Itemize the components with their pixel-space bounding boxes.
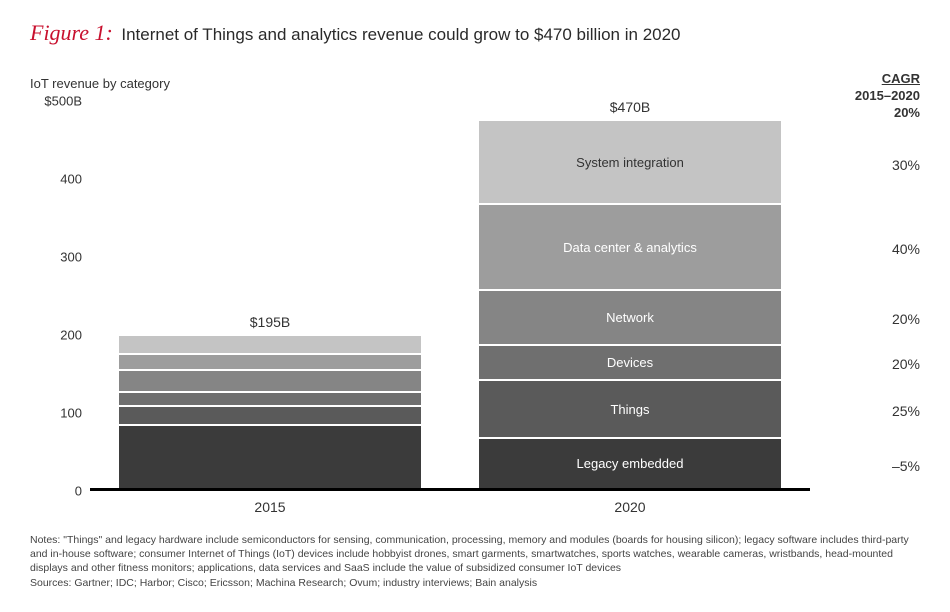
cagr-header: CAGR 2015–2020 20% [855, 71, 920, 122]
bar-segment [119, 424, 421, 488]
y-tick: 100 [60, 406, 82, 421]
bar-segment: Legacy embedded [479, 437, 781, 488]
y-tick: 400 [60, 172, 82, 187]
y-axis: 0100200300400$500B [30, 101, 90, 491]
bar-segment [119, 405, 421, 425]
bar-segment [119, 336, 421, 353]
cagr-value: 25% [892, 403, 920, 419]
cagr-header-total: 20% [855, 105, 920, 122]
x-axis-labels: 2015 2020 [90, 499, 810, 515]
plot-area: $195B $470B Legacy embeddedThingsDevicesNe… [90, 101, 810, 491]
bar-column: $470B Legacy embeddedThingsDevicesNetwork… [479, 99, 781, 488]
cagr-value: 40% [892, 241, 920, 257]
y-tick: 0 [75, 484, 82, 499]
bar-total-label: $195B [250, 314, 290, 330]
footer-sources: Sources: Gartner; IDC; Harbor; Cisco; Er… [30, 576, 920, 590]
chart-subtitle: IoT revenue by category [30, 76, 920, 91]
footer: Notes: "Things" and legacy hardware incl… [30, 533, 920, 590]
bar-segment: Data center & analytics [479, 203, 781, 289]
bar-segment [119, 353, 421, 369]
bar-segment: Devices [479, 344, 781, 379]
bar-stack [119, 336, 421, 488]
footer-notes: Notes: "Things" and legacy hardware incl… [30, 533, 920, 576]
y-tick: $500B [44, 94, 82, 109]
bar-column: $195B [119, 314, 421, 488]
bar-segment [119, 391, 421, 405]
cagr-column: CAGR 2015–2020 20% 30%40%20%20%25%–5% [810, 101, 920, 491]
bars-row: $195B $470B Legacy embeddedThingsDevicesNe… [90, 101, 810, 488]
cagr-header-title: CAGR [855, 71, 920, 88]
bar-segment: Things [479, 379, 781, 438]
bar-total-label: $470B [610, 99, 650, 115]
bar-segment: Network [479, 289, 781, 344]
y-tick: 300 [60, 250, 82, 265]
cagr-value: 30% [892, 157, 920, 173]
cagr-value: –5% [892, 458, 920, 474]
x-tick-label: 2015 [119, 499, 421, 515]
bar-stack: Legacy embeddedThingsDevicesNetworkData … [479, 121, 781, 488]
y-tick: 200 [60, 328, 82, 343]
cagr-header-range: 2015–2020 [855, 88, 920, 105]
chart-area: 0100200300400$500B $195B$470BLegacy embe… [30, 101, 920, 491]
cagr-value: 20% [892, 311, 920, 327]
figure-label: Figure 1: [30, 20, 113, 45]
bar-segment [119, 369, 421, 391]
bar-segment: System integration [479, 121, 781, 203]
figure-title-row: Figure 1: Internet of Things and analyti… [30, 20, 920, 46]
x-tick-label: 2020 [479, 499, 781, 515]
figure-title: Internet of Things and analytics revenue… [121, 25, 680, 44]
cagr-value: 20% [892, 356, 920, 372]
